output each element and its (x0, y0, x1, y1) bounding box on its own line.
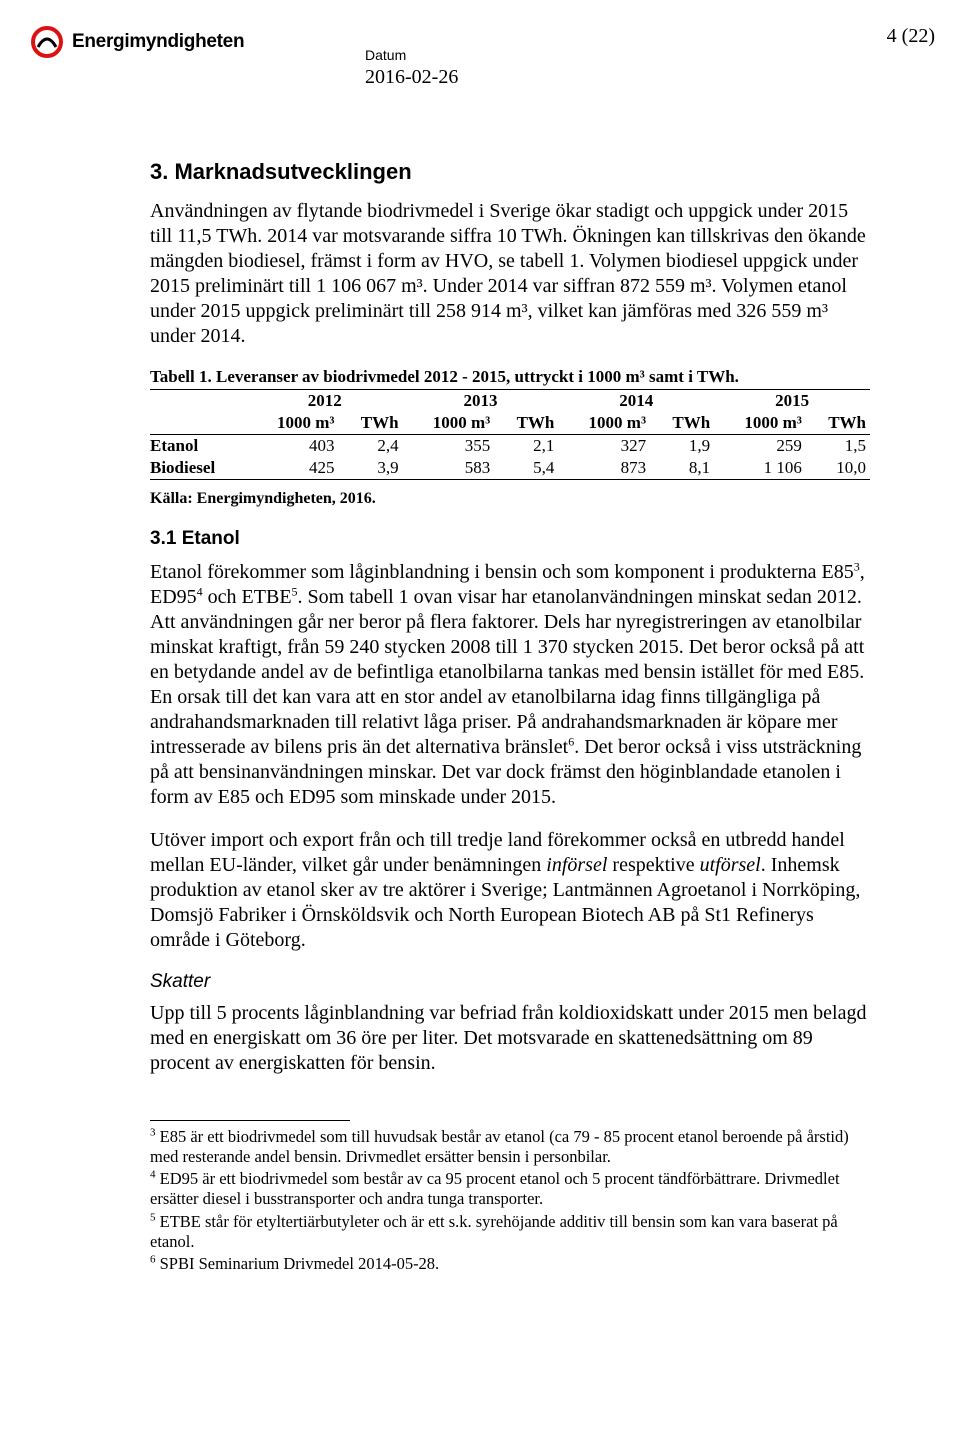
etanol-para-1: Etanol förekommer som låginblandning i b… (150, 560, 870, 810)
cell: 2,4 (339, 435, 403, 458)
section-heading: 3. Marknadsutvecklingen (150, 159, 870, 185)
year-2012: 2012 (247, 390, 403, 413)
text: . Som tabell 1 ovan visar har etanolanvä… (150, 586, 864, 758)
unit-vol: 1000 m³ (403, 412, 495, 435)
fn-text: ETBE står för etyltertiärbutyleter och ä… (150, 1212, 838, 1251)
unit-vol: 1000 m³ (714, 412, 806, 435)
cell: 425 (247, 457, 339, 480)
footnote-4: 4 ED95 är ett biodrivmedel som består av… (150, 1169, 870, 1209)
cell: 1,5 (806, 435, 870, 458)
data-table: 2012 2013 2014 2015 1000 m³ TWh 1000 m³ … (150, 389, 870, 480)
unit-energy: TWh (494, 412, 558, 435)
footnote-5: 5 ETBE står för etyltertiärbutyleter och… (150, 1212, 870, 1252)
table-row: Etanol 403 2,4 355 2,1 327 1,9 259 1,5 (150, 435, 870, 458)
unit-vol: 1000 m³ (247, 412, 339, 435)
term-inforsel: införsel (546, 854, 607, 876)
cell: 403 (247, 435, 339, 458)
table-source: Källa: Energimyndigheten, 2016. (150, 490, 870, 508)
logo-icon (30, 25, 64, 59)
unit-energy: TWh (806, 412, 870, 435)
cell: 873 (558, 457, 650, 480)
table-title: Tabell 1. Leveranser av biodrivmedel 201… (150, 367, 870, 387)
etanol-para-2: Utöver import och export från och till t… (150, 828, 870, 953)
year-2013: 2013 (403, 390, 559, 413)
logo-text: Energimyndigheten (72, 31, 244, 53)
logo: Energimyndigheten (30, 25, 244, 59)
year-2014: 2014 (558, 390, 714, 413)
unit-energy: TWh (650, 412, 714, 435)
etanol-heading: 3.1 Etanol (150, 528, 870, 550)
cell: 3,9 (339, 457, 403, 480)
unit-energy: TWh (339, 412, 403, 435)
page: Energimyndigheten 4 (22) Datum 2016-02-2… (0, 0, 960, 1451)
table-unit-row: 1000 m³ TWh 1000 m³ TWh 1000 m³ TWh 1000… (150, 412, 870, 435)
cell: 1 106 (714, 457, 806, 480)
text: respektive (607, 854, 699, 876)
datum-label: Datum (365, 47, 915, 63)
footnote-3: 3 E85 är ett biodrivmedel som till huvud… (150, 1127, 870, 1167)
footnote-6: 6 SPBI Seminarium Drivmedel 2014-05-28. (150, 1254, 870, 1274)
cell: 583 (403, 457, 495, 480)
fn-text: SPBI Seminarium Drivmedel 2014-05-28. (160, 1254, 440, 1273)
footnote-rule (150, 1120, 350, 1121)
cell: 5,4 (494, 457, 558, 480)
unit-vol: 1000 m³ (558, 412, 650, 435)
cell: 8,1 (650, 457, 714, 480)
cell: 259 (714, 435, 806, 458)
table-row: Biodiesel 425 3,9 583 5,4 873 8,1 1 106 … (150, 457, 870, 480)
row-label: Etanol (150, 435, 247, 458)
fn-text: E85 är ett biodrivmedel som till huvudsa… (150, 1127, 849, 1166)
section-para-1: Användningen av flytande biodrivmedel i … (150, 199, 870, 349)
skatter-heading: Skatter (150, 971, 870, 993)
page-number: 4 (22) (887, 25, 935, 48)
row-label: Biodiesel (150, 457, 247, 480)
text: Etanol förekommer som låginblandning i b… (150, 561, 854, 583)
fn-text: ED95 är ett biodrivmedel som består av c… (150, 1169, 840, 1208)
footnotes: 3 E85 är ett biodrivmedel som till huvud… (150, 1120, 870, 1274)
text: och ETBE (203, 586, 292, 608)
skatter-para: Upp till 5 procents låginblandning var b… (150, 1001, 870, 1076)
body: 3. Marknadsutvecklingen Användningen av … (150, 159, 870, 1274)
cell: 355 (403, 435, 495, 458)
cell: 10,0 (806, 457, 870, 480)
table-year-row: 2012 2013 2014 2015 (150, 390, 870, 413)
year-2015: 2015 (714, 390, 870, 413)
datum-value: 2016-02-26 (365, 66, 915, 89)
cell: 1,9 (650, 435, 714, 458)
datum-block: Datum 2016-02-26 (365, 47, 915, 89)
term-utforsel: utförsel (700, 854, 761, 876)
cell: 2,1 (494, 435, 558, 458)
cell: 327 (558, 435, 650, 458)
